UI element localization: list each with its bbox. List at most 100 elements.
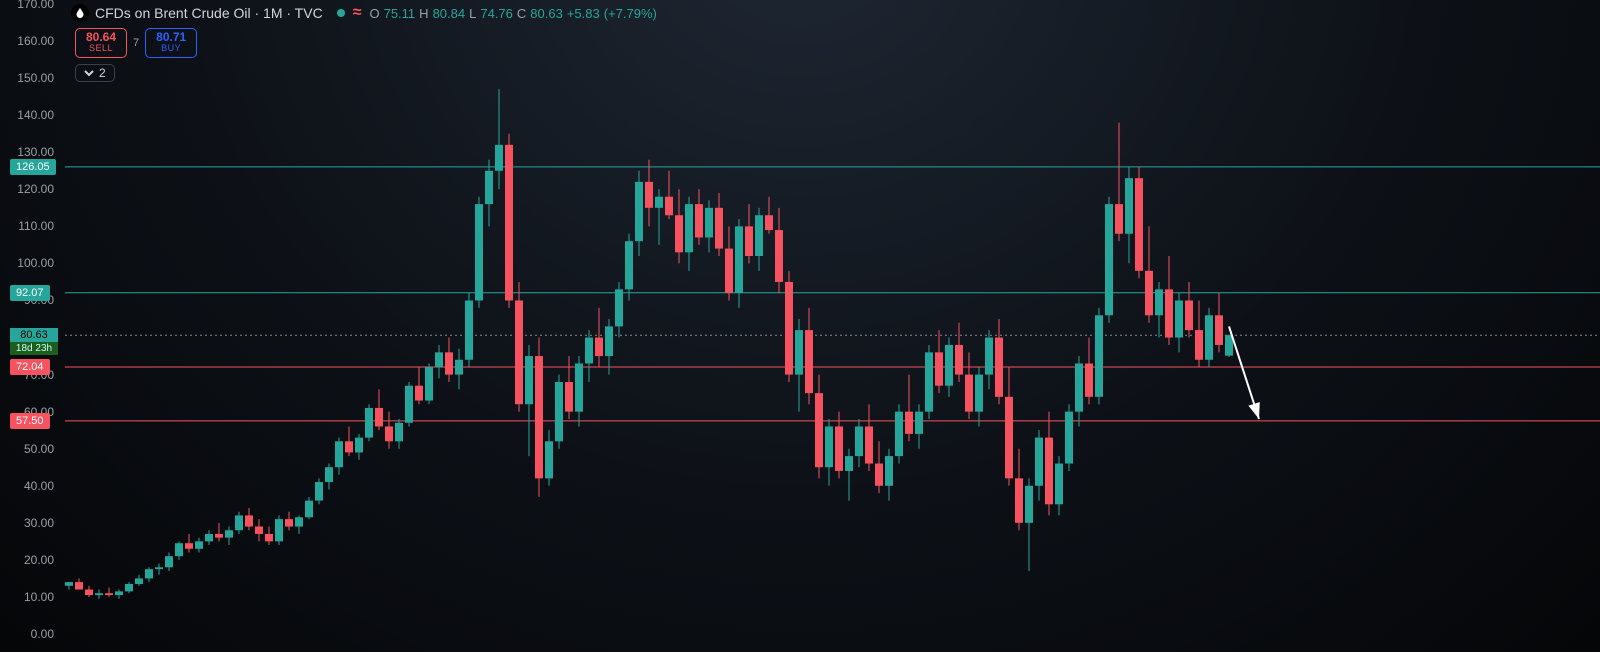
symbol-title-group[interactable]: CFDs on Brent Crude Oil · 1M · TVC [65,2,329,24]
candle-body [985,338,993,375]
sell-button[interactable]: 80.64 SELL [75,28,127,58]
h-line-label[interactable]: 72.04 [10,359,50,375]
candle-body [595,338,603,357]
candle-body [135,578,143,584]
candle-body [975,375,983,412]
candle-body [265,534,273,541]
candle-body [365,408,373,438]
candle-body [415,386,423,401]
candle-body [735,226,743,293]
current-price-label: 80.63 [10,328,58,342]
candle-body [575,363,583,411]
candle-body [425,367,433,400]
candle-body [675,215,683,252]
candle-body [505,145,513,301]
candle-body [95,593,103,595]
candle-body [785,282,793,375]
candle-body [1045,438,1053,505]
candle-body [345,441,353,452]
candle-body [125,584,133,591]
candle-body [775,230,783,282]
candle-body [625,241,633,289]
candle-body [945,345,953,386]
y-tick: 120.00 [0,182,60,196]
y-tick: 30.00 [0,516,60,530]
trade-buttons: 80.64 SELL 7 80.71 BUY [75,28,197,58]
candle-body [445,352,453,374]
candle-body [765,215,773,230]
candle-body [875,464,883,486]
countdown-label: 18d 23h [10,342,58,355]
candle-body [705,208,713,238]
y-tick: 140.00 [0,108,60,122]
candle-body [165,556,173,567]
candle-body [715,208,723,249]
candle-body [195,541,203,548]
candle-body [1195,330,1203,360]
forecast-arrow[interactable] [1229,326,1259,419]
candle-body [755,215,763,256]
y-tick: 50.00 [0,442,60,456]
y-axis: 0.0010.0020.0030.0040.0050.0060.0070.008… [0,0,70,652]
candle-body [405,386,413,423]
candle-body [535,356,543,478]
y-tick: 110.00 [0,219,60,233]
candle-body [255,527,263,534]
chevron-down-icon [84,68,94,78]
candle-body [1165,289,1173,337]
candle-body [835,426,843,470]
price-chart-svg[interactable] [0,0,1600,652]
candle-body [235,515,243,530]
candle-body [1185,300,1193,330]
candle-body [695,204,703,237]
candle-body [555,382,563,441]
h-line-label[interactable]: 126.05 [10,159,56,175]
candle-body [795,330,803,374]
candle-body [885,456,893,486]
candle-body [1095,315,1103,397]
y-tick: 0.00 [0,627,60,641]
h-line-label[interactable]: 57.50 [10,413,50,429]
candle-body [865,426,873,463]
candle-body [1005,397,1013,479]
candle-body [825,426,833,467]
candle-body [995,338,1003,397]
candle-body [745,226,753,256]
h-line-label[interactable]: 92.07 [10,285,50,301]
oil-drop-icon [71,4,89,22]
compare-icon[interactable]: ≈ [353,4,362,22]
candle-body [395,423,403,442]
candle-body [185,543,193,549]
y-tick: 40.00 [0,479,60,493]
candle-body [1025,486,1033,523]
buy-button[interactable]: 80.71 BUY [145,28,197,58]
candle-body [965,375,973,412]
candle-body [1075,363,1083,411]
candle-body [215,534,223,538]
candle-body [455,360,463,375]
candle-body [855,426,863,456]
candle-body [325,467,333,482]
candle-body [1085,363,1093,396]
candle-body [955,345,963,375]
y-tick: 20.00 [0,553,60,567]
candle-body [805,330,813,393]
candle-body [935,352,943,385]
candle-body [285,519,293,526]
candle-body [105,593,113,595]
series-collapse-chip[interactable]: 2 [75,64,115,82]
candle-body [375,408,383,427]
y-tick: 130.00 [0,145,60,159]
candle-body [495,145,503,171]
candle-body [585,338,593,364]
candle-body [655,197,663,208]
candle-body [725,249,733,293]
candle-body [1205,315,1213,359]
candle-body [1135,178,1143,271]
candle-body [115,591,123,595]
candle-body [465,300,473,359]
y-tick: 150.00 [0,71,60,85]
candle-body [815,393,823,467]
candle-body [435,352,443,367]
candle-body [475,204,483,300]
